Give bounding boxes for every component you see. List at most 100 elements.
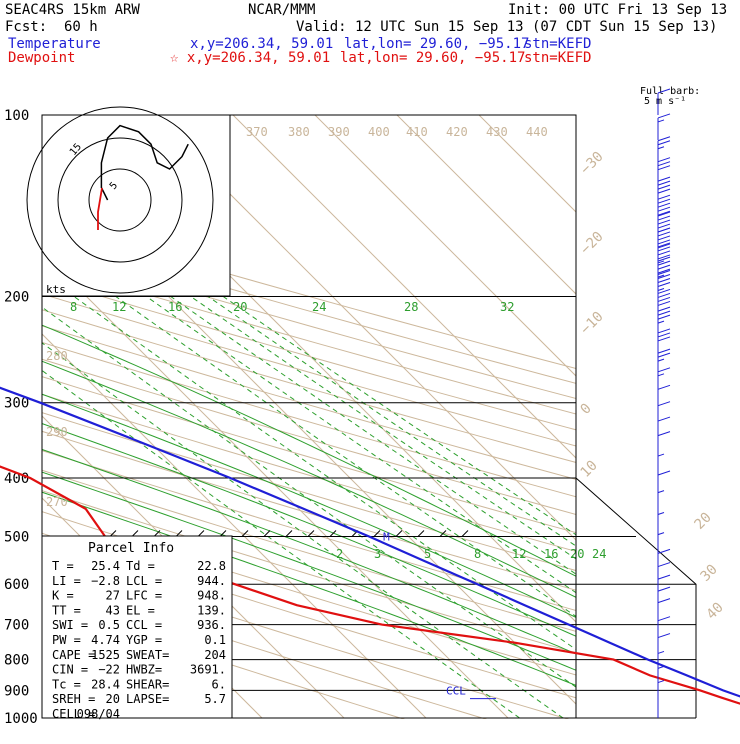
barb-flag	[657, 219, 671, 225]
model-name: SEAC4RS 15km ARW	[5, 2, 140, 18]
parcel-key: PW =	[52, 633, 81, 647]
barb-flag	[657, 211, 671, 217]
mixing-ratio-label: 16	[544, 547, 558, 561]
parcel-info-box: Parcel Info T = 25.4 Td = 22.8 LI = −2.8 LCL = 9…	[41, 535, 233, 721]
barb-flag	[657, 250, 671, 256]
barb-flag	[657, 470, 671, 476]
pressure-label: 800	[4, 653, 29, 669]
barb-half	[657, 532, 665, 536]
barb-half	[657, 490, 665, 494]
barb-flag	[657, 136, 671, 142]
pressure-label: 200	[4, 290, 29, 306]
wind-barb	[657, 384, 671, 412]
wind-barb	[657, 431, 671, 458]
barb-half	[657, 512, 665, 515]
barb-flag	[657, 332, 671, 338]
hatch-mark	[219, 530, 227, 537]
dry-adiabat	[42, 430, 576, 591]
isotherm-label: −20	[578, 229, 607, 258]
barb-flag	[657, 254, 671, 260]
theta-label: 420	[446, 125, 468, 139]
parcel-key: SWEAT=	[126, 648, 169, 662]
theta-label: 410	[406, 125, 428, 139]
barb-flag	[657, 300, 671, 306]
mixing-ratio-label: 12	[512, 547, 526, 561]
isotherm-label: 10	[578, 458, 601, 481]
parcel-value: 139.	[197, 603, 226, 617]
pressure-label: 700	[4, 618, 29, 634]
barb-flag	[657, 274, 671, 279]
barb-flag	[657, 242, 671, 248]
theta-label: 370	[246, 125, 268, 139]
barb-flag	[657, 278, 671, 283]
hatch-mark	[131, 530, 139, 537]
barb-flag	[657, 206, 671, 212]
mixing-ratio-line	[146, 296, 576, 594]
parcel-value: 204	[204, 648, 226, 662]
barb-flag	[657, 264, 671, 270]
pressure-label: 100	[4, 108, 29, 124]
barb-flag	[657, 562, 671, 568]
isotherm-label: 30	[698, 562, 721, 585]
hatch-mark	[439, 530, 447, 537]
parcel-value: −2.8	[91, 574, 120, 588]
hatch-mark	[307, 530, 315, 537]
parcel-key: SWI =	[52, 618, 88, 632]
hodograph-low-level-trace	[97, 187, 103, 230]
mixing-ratio-line	[222, 296, 576, 536]
wind-barb	[657, 256, 671, 284]
dry-adiabat	[42, 277, 576, 431]
barb-flag	[657, 548, 671, 554]
barb-flag	[657, 176, 671, 182]
mixing-ratio-label: 24	[312, 300, 326, 314]
dew-legend-label: Dewpoint	[8, 50, 75, 66]
wind-barb	[657, 616, 671, 643]
barb-flag	[657, 161, 671, 167]
temperature-profile	[0, 386, 740, 698]
hatch-mark	[373, 530, 381, 537]
isotherm-label: −10	[578, 309, 607, 338]
parcel-value: 6.	[212, 677, 226, 691]
ccl-label: CCL	[446, 685, 466, 698]
barb-flag	[657, 215, 671, 221]
parcel-key: K =	[52, 589, 74, 603]
dry-adiabat	[42, 578, 488, 719]
barb-half	[657, 453, 665, 457]
mixing-ratio-label: 24	[592, 547, 606, 561]
wind-barb	[657, 88, 671, 115]
barb-flag	[657, 180, 671, 186]
parcel-value: 948.	[197, 589, 226, 603]
parcel-key: EL =	[126, 603, 155, 617]
wind-barb	[657, 598, 671, 625]
dry-adiabat	[42, 450, 576, 612]
hatch-mark	[395, 530, 403, 537]
parcel-value: 28.4	[91, 677, 120, 691]
barb-flag	[657, 260, 671, 266]
barb-half	[657, 288, 665, 291]
barb-flag	[657, 282, 671, 287]
dry-adiabat	[42, 309, 576, 463]
barb-flag	[657, 202, 671, 208]
theta-label: 290	[46, 425, 68, 439]
barb-flag	[657, 352, 671, 358]
lower-frame	[575, 477, 697, 718]
parcel-key: SREH =	[52, 692, 95, 706]
mixing-ratio-label: 16	[168, 300, 182, 314]
parcel-value: 43	[106, 603, 120, 617]
barb-flag	[657, 246, 671, 252]
barb-half	[657, 665, 665, 669]
barb-flag	[657, 306, 671, 312]
parcel-value: 4.74	[91, 633, 120, 647]
barb-flag	[657, 348, 671, 354]
hatch-mark	[197, 530, 205, 537]
mixing-ratio-line	[170, 296, 576, 575]
wind-barb	[657, 633, 671, 660]
barb-flag	[657, 288, 671, 294]
barb-flag	[657, 227, 671, 233]
hodograph-ring	[57, 137, 183, 263]
barb-flag	[657, 336, 671, 342]
parcel-value: −22	[98, 663, 120, 677]
barb-half	[657, 320, 665, 324]
wind-barb	[657, 157, 671, 184]
fcst-value: 60 h	[64, 19, 98, 35]
